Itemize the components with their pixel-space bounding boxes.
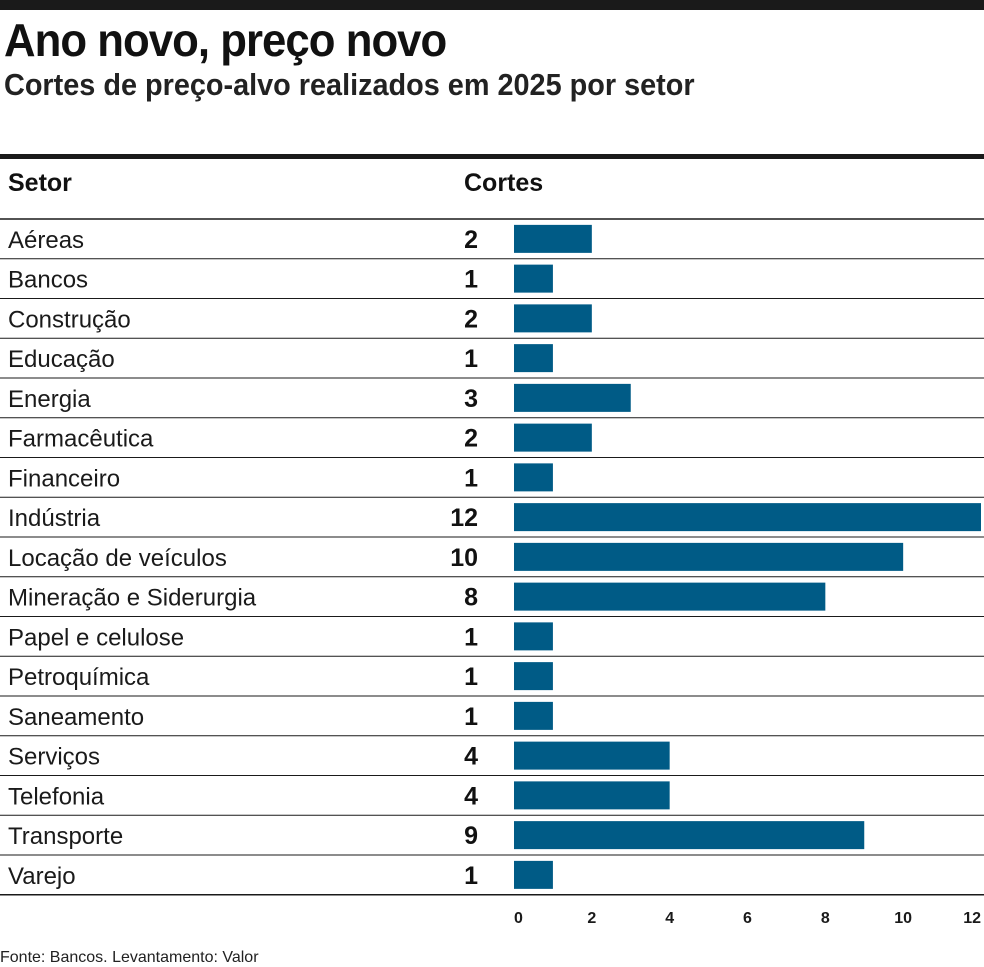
bar (514, 463, 553, 492)
category-label: Saneamento (8, 704, 144, 731)
x-tick-label: 8 (821, 910, 830, 927)
bar-chart: Aéreas 2 Bancos 1 Construção 2 Educação 1 Energi… (0, 218, 984, 927)
category-label: Construção (8, 306, 131, 333)
table-top-rule (0, 154, 984, 159)
bar (514, 821, 865, 850)
value-label: 9 (464, 822, 478, 850)
x-tick-label: 6 (743, 910, 752, 927)
value-label: 1 (464, 663, 478, 691)
value-label: 1 (464, 862, 478, 890)
source-note: Fonte: Bancos. Levantamento: Valor (0, 949, 259, 966)
bar (514, 662, 553, 691)
category-label: Bancos (8, 267, 88, 294)
value-label: 2 (464, 305, 478, 333)
value-label: 4 (464, 782, 478, 810)
chart-subtitle: Cortes de preço-alvo realizados em 2025 … (4, 67, 695, 102)
category-label: Mineração e Siderurgia (8, 585, 257, 612)
x-tick-label: 0 (514, 910, 523, 927)
category-label: Telefonia (8, 783, 105, 810)
bar (514, 622, 553, 651)
category-label: Financeiro (8, 465, 120, 492)
value-label: 12 (450, 504, 478, 532)
category-label: Petroquímica (8, 664, 150, 691)
category-label: Energia (8, 386, 91, 413)
bar (514, 304, 592, 333)
bar (514, 383, 631, 412)
value-label: 2 (464, 425, 478, 453)
x-tick-label: 4 (665, 910, 674, 927)
value-label: 4 (464, 743, 478, 771)
bar (514, 344, 553, 373)
bar (514, 503, 981, 532)
category-label: Transporte (8, 823, 123, 850)
x-tick-label: 12 (963, 910, 981, 927)
value-label: 1 (464, 345, 478, 373)
chart-title: Ano novo, preço novo (4, 14, 447, 66)
bar (514, 781, 670, 810)
top-rule (0, 0, 984, 10)
x-tick-label: 10 (894, 910, 912, 927)
column-header-cortes: Cortes (464, 169, 544, 197)
value-label: 1 (464, 464, 478, 492)
category-label: Farmacêutica (8, 426, 154, 453)
category-label: Indústria (8, 505, 101, 532)
value-label: 8 (464, 584, 478, 612)
bar (514, 582, 826, 611)
value-label: 1 (464, 266, 478, 294)
bar (514, 423, 592, 452)
category-label: Serviços (8, 744, 100, 771)
bar (514, 542, 904, 571)
category-label: Aéreas (8, 227, 84, 254)
category-label: Papel e celulose (8, 624, 184, 651)
category-label: Locação de veículos (8, 545, 227, 572)
value-label: 1 (464, 703, 478, 731)
value-label: 10 (450, 544, 478, 572)
category-label: Varejo (8, 863, 76, 890)
bar (514, 701, 553, 730)
value-label: 3 (464, 385, 478, 413)
bar (514, 741, 670, 770)
value-label: 2 (464, 226, 478, 254)
column-header-setor: Setor (8, 169, 72, 197)
value-label: 1 (464, 623, 478, 651)
bar (514, 264, 553, 293)
bar (514, 224, 592, 253)
x-tick-label: 2 (587, 910, 596, 927)
bar (514, 860, 553, 889)
category-label: Educação (8, 346, 115, 373)
